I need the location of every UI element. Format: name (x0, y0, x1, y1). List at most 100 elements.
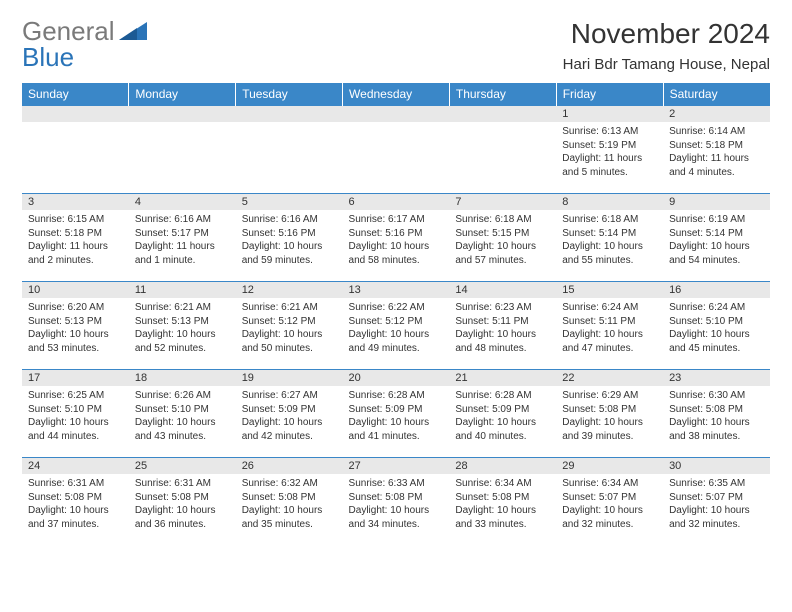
day-number: 24 (22, 458, 129, 474)
day-body: Sunrise: 6:22 AMSunset: 5:12 PMDaylight:… (343, 298, 450, 358)
sunset-text: Sunset: 5:07 PM (562, 491, 657, 505)
sunrise-text: Sunrise: 6:22 AM (349, 301, 444, 315)
day-body: Sunrise: 6:17 AMSunset: 5:16 PMDaylight:… (343, 210, 450, 270)
daylight-text: Daylight: 10 hours and 59 minutes. (242, 240, 337, 267)
day-body: Sunrise: 6:34 AMSunset: 5:08 PMDaylight:… (449, 474, 556, 534)
sunset-text: Sunset: 5:14 PM (562, 227, 657, 241)
day-number: 11 (129, 282, 236, 298)
sunrise-text: Sunrise: 6:13 AM (562, 125, 657, 139)
sunrise-text: Sunrise: 6:21 AM (242, 301, 337, 315)
daylight-text: Daylight: 10 hours and 32 minutes. (669, 504, 764, 531)
day-body: Sunrise: 6:21 AMSunset: 5:13 PMDaylight:… (129, 298, 236, 358)
logo-text: General Blue (22, 18, 115, 70)
day-number-empty (22, 106, 129, 122)
day-number: 21 (449, 370, 556, 386)
daylight-text: Daylight: 10 hours and 33 minutes. (455, 504, 550, 531)
weekday-header: Wednesday (343, 83, 450, 106)
sunset-text: Sunset: 5:11 PM (455, 315, 550, 329)
calendar-week-row: 1Sunrise: 6:13 AMSunset: 5:19 PMDaylight… (22, 106, 770, 194)
sunrise-text: Sunrise: 6:23 AM (455, 301, 550, 315)
day-body: Sunrise: 6:19 AMSunset: 5:14 PMDaylight:… (663, 210, 770, 270)
calendar-day-cell: 20Sunrise: 6:28 AMSunset: 5:09 PMDayligh… (343, 370, 450, 458)
sunset-text: Sunset: 5:19 PM (562, 139, 657, 153)
calendar-day-cell: 17 Sunrise: 6:25 AMSunset: 5:10 PMDayligh… (22, 370, 129, 458)
sunset-text: Sunset: 5:09 PM (349, 403, 444, 417)
daylight-text: Daylight: 11 hours and 1 minute. (135, 240, 230, 267)
day-number: 12 (236, 282, 343, 298)
calendar-day-cell: 2Sunrise: 6:14 AMSunset: 5:18 PMDaylight… (663, 106, 770, 194)
daylight-text: Daylight: 10 hours and 40 minutes. (455, 416, 550, 443)
day-body: Sunrise: 6:15 AMSunset: 5:18 PMDaylight:… (22, 210, 129, 270)
calendar-day-cell: 19Sunrise: 6:27 AMSunset: 5:09 PMDayligh… (236, 370, 343, 458)
weekday-header: Friday (556, 83, 663, 106)
calendar-day-cell (22, 106, 129, 194)
daylight-text: Daylight: 10 hours and 41 minutes. (349, 416, 444, 443)
day-body: Sunrise: 6:18 AMSunset: 5:15 PMDaylight:… (449, 210, 556, 270)
sunset-text: Sunset: 5:08 PM (562, 403, 657, 417)
day-body: Sunrise: 6:16 AMSunset: 5:17 PMDaylight:… (129, 210, 236, 270)
day-number: 22 (556, 370, 663, 386)
sunrise-text: Sunrise: 6:29 AM (562, 389, 657, 403)
day-number: 5 (236, 194, 343, 210)
calendar-day-cell (129, 106, 236, 194)
weekday-row: SundayMondayTuesdayWednesdayThursdayFrid… (22, 83, 770, 106)
day-body: Sunrise: 6:33 AMSunset: 5:08 PMDaylight:… (343, 474, 450, 534)
calendar-week-row: 24Sunrise: 6:31 AMSunset: 5:08 PMDayligh… (22, 458, 770, 546)
daylight-text: Daylight: 10 hours and 38 minutes. (669, 416, 764, 443)
day-body: Sunrise: 6:29 AMSunset: 5:08 PMDaylight:… (556, 386, 663, 446)
sunrise-text: Sunrise: 6:26 AM (135, 389, 230, 403)
sunset-text: Sunset: 5:11 PM (562, 315, 657, 329)
logo-triangle-icon (119, 22, 147, 40)
calendar-day-cell: 11Sunrise: 6:21 AMSunset: 5:13 PMDayligh… (129, 282, 236, 370)
calendar-day-cell: 21Sunrise: 6:28 AMSunset: 5:09 PMDayligh… (449, 370, 556, 458)
logo-text-blue: Blue (22, 42, 74, 72)
day-number: 4 (129, 194, 236, 210)
day-number-empty (343, 106, 450, 122)
day-number: 1 (556, 106, 663, 122)
sunrise-text: Sunrise: 6:28 AM (349, 389, 444, 403)
title-block: November 2024 Hari Bdr Tamang House, Nep… (563, 18, 770, 73)
day-body: Sunrise: 6:28 AMSunset: 5:09 PMDaylight:… (449, 386, 556, 446)
sunrise-text: Sunrise: 6:34 AM (455, 477, 550, 491)
day-number: 14 (449, 282, 556, 298)
weekday-header: Tuesday (236, 83, 343, 106)
daylight-text: Daylight: 10 hours and 44 minutes. (28, 416, 123, 443)
day-number: 19 (236, 370, 343, 386)
day-body: Sunrise: 6:27 AMSunset: 5:09 PMDaylight:… (236, 386, 343, 446)
day-body: Sunrise: 6:31 AMSunset: 5:08 PMDaylight:… (22, 474, 129, 534)
day-number: 2 (663, 106, 770, 122)
daylight-text: Daylight: 10 hours and 48 minutes. (455, 328, 550, 355)
sunrise-text: Sunrise: 6:34 AM (562, 477, 657, 491)
calendar-day-cell: 25Sunrise: 6:31 AMSunset: 5:08 PMDayligh… (129, 458, 236, 546)
calendar-day-cell: 6Sunrise: 6:17 AMSunset: 5:16 PMDaylight… (343, 194, 450, 282)
day-number: 28 (449, 458, 556, 474)
sunrise-text: Sunrise: 6:31 AM (135, 477, 230, 491)
daylight-text: Daylight: 11 hours and 2 minutes. (28, 240, 123, 267)
sunrise-text: Sunrise: 6:31 AM (28, 477, 123, 491)
calendar-body: 1 Sunrise: 6:13 AMSunset: 5:19 PM Daylight… (22, 106, 770, 546)
sunset-text: Sunset: 5:08 PM (349, 491, 444, 505)
sunset-text: Sunset: 5:08 PM (669, 403, 764, 417)
sunset-text: Sunset: 5:18 PM (669, 139, 764, 153)
sunrise-text: Sunrise: 6:30 AM (669, 389, 764, 403)
calendar-week-row: 10Sunrise: 6:20 AMSunset: 5:13 PMDayligh… (22, 282, 770, 370)
day-number: 10 (22, 282, 129, 298)
sunrise-text: Sunrise: 6:35 AM (669, 477, 764, 491)
daylight-text: Daylight: 10 hours and 58 minutes. (349, 240, 444, 267)
calendar-day-cell: 27Sunrise: 6:33 AMSunset: 5:08 PMDayligh… (343, 458, 450, 546)
daylight-text: Daylight: 10 hours and 45 minutes. (669, 328, 764, 355)
calendar-day-cell: 9Sunrise: 6:19 AMSunset: 5:14 PMDaylight… (663, 194, 770, 282)
calendar-day-cell: 16Sunrise: 6:24 AMSunset: 5:10 PMDayligh… (663, 282, 770, 370)
sunset-text: Sunset: 5:07 PM (669, 491, 764, 505)
day-number: 16 (663, 282, 770, 298)
calendar-day-cell: 18Sunrise: 6:26 AMSunset: 5:10 PMDayligh… (129, 370, 236, 458)
daylight-text: Daylight: 10 hours and 35 minutes. (242, 504, 337, 531)
sunset-text: Sunset: 5:08 PM (28, 491, 123, 505)
sunset-text: Sunset: 5:13 PM (28, 315, 123, 329)
day-body: Sunrise: 6:28 AMSunset: 5:09 PMDaylight:… (343, 386, 450, 446)
sunset-text: Sunset: 5:10 PM (28, 403, 123, 417)
sunrise-text: Sunrise: 6:25 AM (28, 389, 123, 403)
day-number: 30 (663, 458, 770, 474)
day-number: 17 (22, 370, 129, 386)
sunrise-text: Sunrise: 6:21 AM (135, 301, 230, 315)
